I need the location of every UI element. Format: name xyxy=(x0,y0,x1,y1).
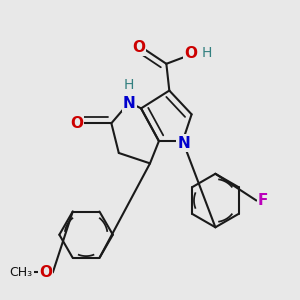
Text: N: N xyxy=(177,136,190,151)
Text: CH₃: CH₃ xyxy=(9,266,33,279)
Text: N: N xyxy=(123,95,136,110)
Text: H: H xyxy=(124,78,134,92)
Text: H: H xyxy=(201,46,212,60)
Text: O: O xyxy=(184,46,197,61)
Text: F: F xyxy=(258,193,268,208)
Text: O: O xyxy=(70,116,83,131)
Text: O: O xyxy=(132,40,145,55)
Text: O: O xyxy=(39,265,52,280)
